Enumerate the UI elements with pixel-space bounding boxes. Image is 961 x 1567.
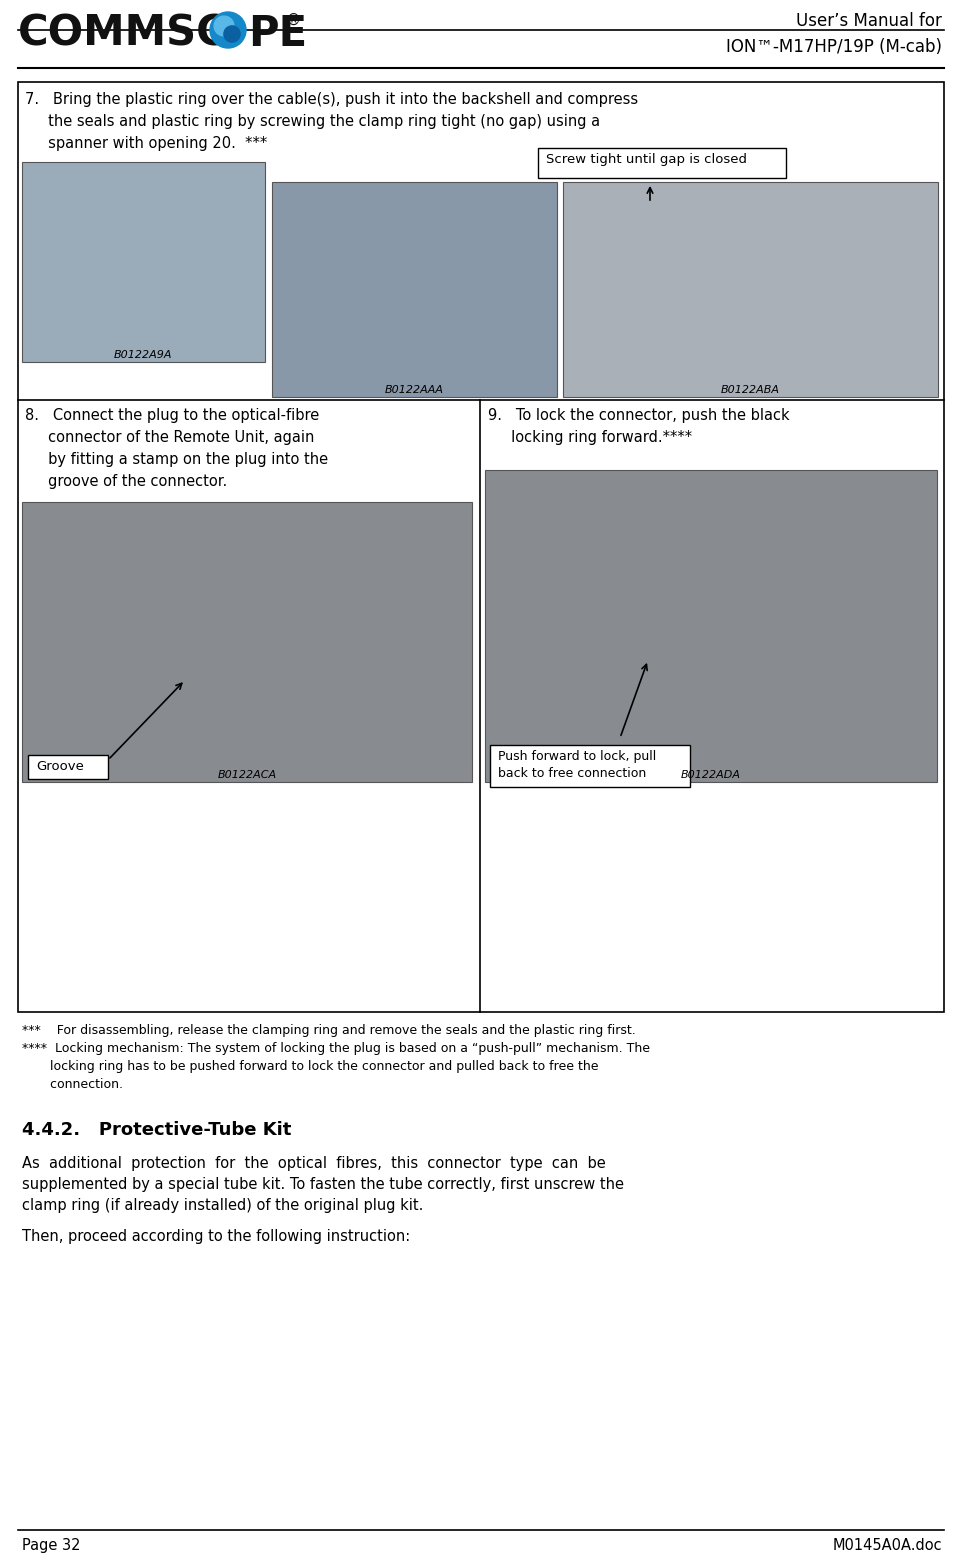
Text: Then, proceed according to the following instruction:: Then, proceed according to the following…	[22, 1229, 409, 1244]
Text: ***    For disassembling, release the clamping ring and remove the seals and the: *** For disassembling, release the clamp…	[22, 1023, 635, 1037]
Bar	[18, 81, 943, 1012]
Text: As  additional  protection  for  the  optical  fibres,  this  connector  type  c: As additional protection for the optical…	[22, 1156, 605, 1171]
Text: Screw tight until gap is closed: Screw tight until gap is closed	[546, 154, 747, 166]
Text: ION™-M17HP/19P (M-cab): ION™-M17HP/19P (M-cab)	[726, 38, 941, 56]
Text: locking ring forward.****: locking ring forward.****	[487, 429, 691, 445]
Text: 9.   To lock the connector, push the black: 9. To lock the connector, push the black	[487, 407, 789, 423]
Text: Page 32: Page 32	[22, 1537, 81, 1553]
Bar	[562, 182, 937, 396]
Text: Push forward to lock, pull: Push forward to lock, pull	[498, 751, 655, 763]
Text: B0122ABA: B0122ABA	[720, 385, 778, 395]
Text: the seals and plastic ring by screwing the clamp ring tight (no gap) using a: the seals and plastic ring by screwing t…	[25, 114, 600, 128]
Text: ®: ®	[285, 13, 301, 28]
Circle shape	[224, 27, 240, 42]
Text: connector of the Remote Unit, again: connector of the Remote Unit, again	[25, 429, 314, 445]
Circle shape	[214, 16, 234, 36]
Text: by fitting a stamp on the plug into the: by fitting a stamp on the plug into the	[25, 451, 328, 467]
Text: supplemented by a special tube kit. To fasten the tube correctly, first unscrew : supplemented by a special tube kit. To f…	[22, 1177, 624, 1192]
Bar	[22, 501, 472, 782]
Text: ****  Locking mechanism: The system of locking the plug is based on a “push-pull: **** Locking mechanism: The system of lo…	[22, 1042, 650, 1055]
Text: 7.   Bring the plastic ring over the cable(s), push it into the backshell and co: 7. Bring the plastic ring over the cable…	[25, 92, 637, 107]
Text: back to free connection: back to free connection	[498, 766, 646, 780]
Text: B0122A9A: B0122A9A	[113, 349, 172, 360]
Bar	[537, 147, 785, 179]
Bar	[272, 182, 556, 396]
Text: connection.: connection.	[22, 1078, 123, 1091]
Bar	[489, 744, 689, 787]
Text: User’s Manual for: User’s Manual for	[796, 13, 941, 30]
Circle shape	[209, 13, 246, 49]
Bar	[28, 755, 108, 779]
Text: 8.   Connect the plug to the optical-fibre: 8. Connect the plug to the optical-fibre	[25, 407, 319, 423]
Text: M0145A0A.doc: M0145A0A.doc	[831, 1537, 941, 1553]
Bar	[484, 470, 936, 782]
Text: Groove: Groove	[36, 760, 84, 773]
Text: B0122AAA: B0122AAA	[384, 385, 443, 395]
Text: groove of the connector.: groove of the connector.	[25, 473, 227, 489]
Text: PE: PE	[248, 13, 307, 55]
Text: B0122ACA: B0122ACA	[217, 769, 276, 780]
Text: locking ring has to be pushed forward to lock the connector and pulled back to f: locking ring has to be pushed forward to…	[22, 1059, 598, 1073]
Text: spanner with opening 20.  ***: spanner with opening 20. ***	[25, 136, 267, 150]
Text: clamp ring (if already installed) of the original plug kit.: clamp ring (if already installed) of the…	[22, 1199, 423, 1213]
Text: COMMSC: COMMSC	[18, 13, 228, 55]
Bar	[22, 161, 264, 362]
Text: B0122ADA: B0122ADA	[680, 769, 740, 780]
Text: 4.4.2.   Protective-Tube Kit: 4.4.2. Protective-Tube Kit	[22, 1120, 291, 1139]
